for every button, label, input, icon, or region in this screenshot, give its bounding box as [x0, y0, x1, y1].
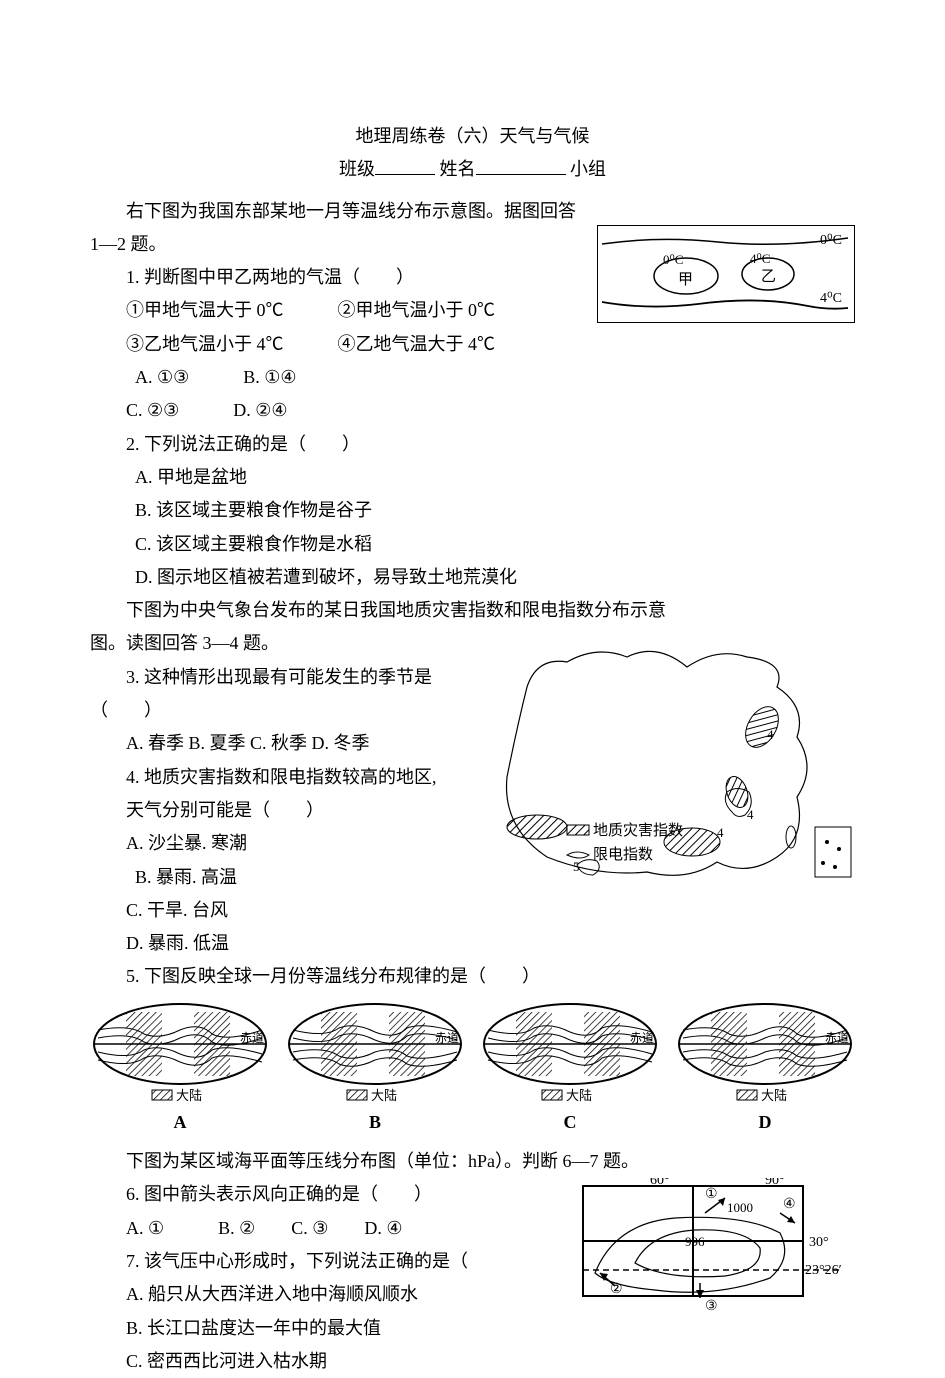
- q5-label-d: D: [675, 1106, 855, 1139]
- fig2-leg2: 限电指数: [593, 846, 653, 863]
- fig3-90: 90°: [765, 1178, 785, 1188]
- q5-fig-a: 赤道 大陆 A: [90, 1000, 270, 1139]
- q1-optsAB: A. ①③ B. ①④: [90, 361, 855, 394]
- q1-s1: ①甲地气温大于 0℃: [126, 300, 284, 320]
- q1-B: B. ①④: [243, 367, 296, 387]
- fig3-trop: 23°26′: [805, 1263, 842, 1278]
- fig1-4c: 4⁰C: [820, 291, 842, 306]
- q2-stem: 2. 下列说法正确的是（ ）: [90, 428, 855, 461]
- fig3-m3: ③: [705, 1299, 718, 1314]
- figure-isotherm: 0⁰C 4⁰C 0⁰C 甲 4⁰C 乙: [597, 225, 855, 323]
- intro-3-4a: 下图为中央气象台发布的某日我国地质灾害指数和限电指数分布示意: [90, 594, 855, 627]
- fig2-n4c: 4: [767, 727, 774, 742]
- q5-figures: 赤道 大陆 A 赤道: [90, 1000, 855, 1139]
- q1-C: C. ②③: [126, 400, 179, 420]
- fig3-1000: 1000: [727, 1200, 753, 1215]
- q2-A: A. 甲地是盆地: [90, 461, 855, 494]
- q5d-land: 大陆: [761, 1088, 787, 1103]
- figure-china-map: 4 4 4 5 地质灾害指数 限电指数: [477, 627, 855, 897]
- fig2-n4a: 4: [747, 807, 754, 822]
- q5b-land: 大陆: [371, 1088, 397, 1103]
- q2-C: C. 该区域主要粮食作物是水稻: [90, 528, 855, 561]
- fig2-leg1: 地质灾害指数: [593, 822, 683, 839]
- intro-6-7: 下图为某区域海平面等压线分布图（单位：hPa）。判断 6—7 题。: [90, 1145, 855, 1178]
- q1-s3: ③乙地气温小于 4℃: [126, 334, 284, 354]
- form-line: 班级 姓名 小组: [90, 153, 855, 186]
- q5-label-c: C: [480, 1106, 660, 1139]
- fig3-60: 60°: [650, 1178, 670, 1188]
- q5a-land: 大陆: [176, 1088, 202, 1103]
- fig3-996: 996: [685, 1234, 705, 1249]
- name-label: 姓名: [440, 159, 476, 179]
- q1-s4: ④乙地气温大于 4℃: [338, 334, 496, 354]
- class-label: 班级: [339, 159, 375, 179]
- q1-row2: ③乙地气温小于 4℃ ④乙地气温大于 4℃: [90, 328, 855, 361]
- q5-fig-d: 赤道 大陆 D: [675, 1000, 855, 1139]
- fig2-n5: 5: [573, 859, 580, 874]
- q5-label-a: A: [90, 1106, 270, 1139]
- q4-D: D. 暴雨. 低温: [90, 927, 855, 960]
- fig1-yi: 乙: [761, 269, 776, 285]
- page-title: 地理周练卷（六）天气与气候: [90, 120, 855, 153]
- q2-B: B. 该区域主要粮食作物是谷子: [90, 494, 855, 527]
- q5-label-b: B: [285, 1106, 465, 1139]
- fig1-0c: 0⁰C: [820, 233, 842, 248]
- fig3-m1: ①: [705, 1187, 718, 1202]
- fig1-yi-t: 4⁰C: [750, 251, 770, 266]
- q5c-land: 大陆: [566, 1088, 592, 1103]
- q2-D: D. 图示地区植被若遭到破坏，易导致土地荒漠化: [90, 561, 855, 594]
- fig3-30: 30°: [809, 1235, 829, 1250]
- q5c-eq: 赤道: [630, 1031, 654, 1045]
- q5-stem: 5. 下图反映全球一月份等温线分布规律的是（ ）: [90, 960, 855, 993]
- fig3-m2: ②: [610, 1282, 623, 1297]
- q5-fig-c: 赤道 大陆 C: [480, 1000, 660, 1139]
- q7-C: C. 密西西比河进入枯水期: [90, 1345, 855, 1378]
- group-label: 小组: [570, 159, 606, 179]
- fig1-jia: 甲: [678, 272, 693, 288]
- fig2-n4b: 4: [717, 825, 724, 840]
- name-blank: [476, 156, 566, 176]
- q1-optsCD: C. ②③ D. ②④: [90, 394, 855, 427]
- q4-C: C. 干旱. 台风: [90, 894, 855, 927]
- class-blank: [375, 156, 435, 176]
- q1-s2: ②甲地气温小于 0℃: [338, 300, 496, 320]
- q5b-eq: 赤道: [435, 1031, 459, 1045]
- figure-pressure: 60° 90° 30° 23°26′ 1000 996 ① ② ③ ④: [555, 1178, 855, 1338]
- fig3-m4: ④: [783, 1197, 796, 1212]
- q1-D: D. ②④: [233, 400, 287, 420]
- content: 0⁰C 4⁰C 0⁰C 甲 4⁰C 乙 右下图为我国东部某地一月等温线分布示意图…: [90, 195, 855, 1378]
- q1-A: A. ①③: [135, 367, 189, 387]
- fig1-jia-t: 0⁰C: [663, 252, 683, 267]
- q5-fig-b: 赤道 大陆 B: [285, 1000, 465, 1139]
